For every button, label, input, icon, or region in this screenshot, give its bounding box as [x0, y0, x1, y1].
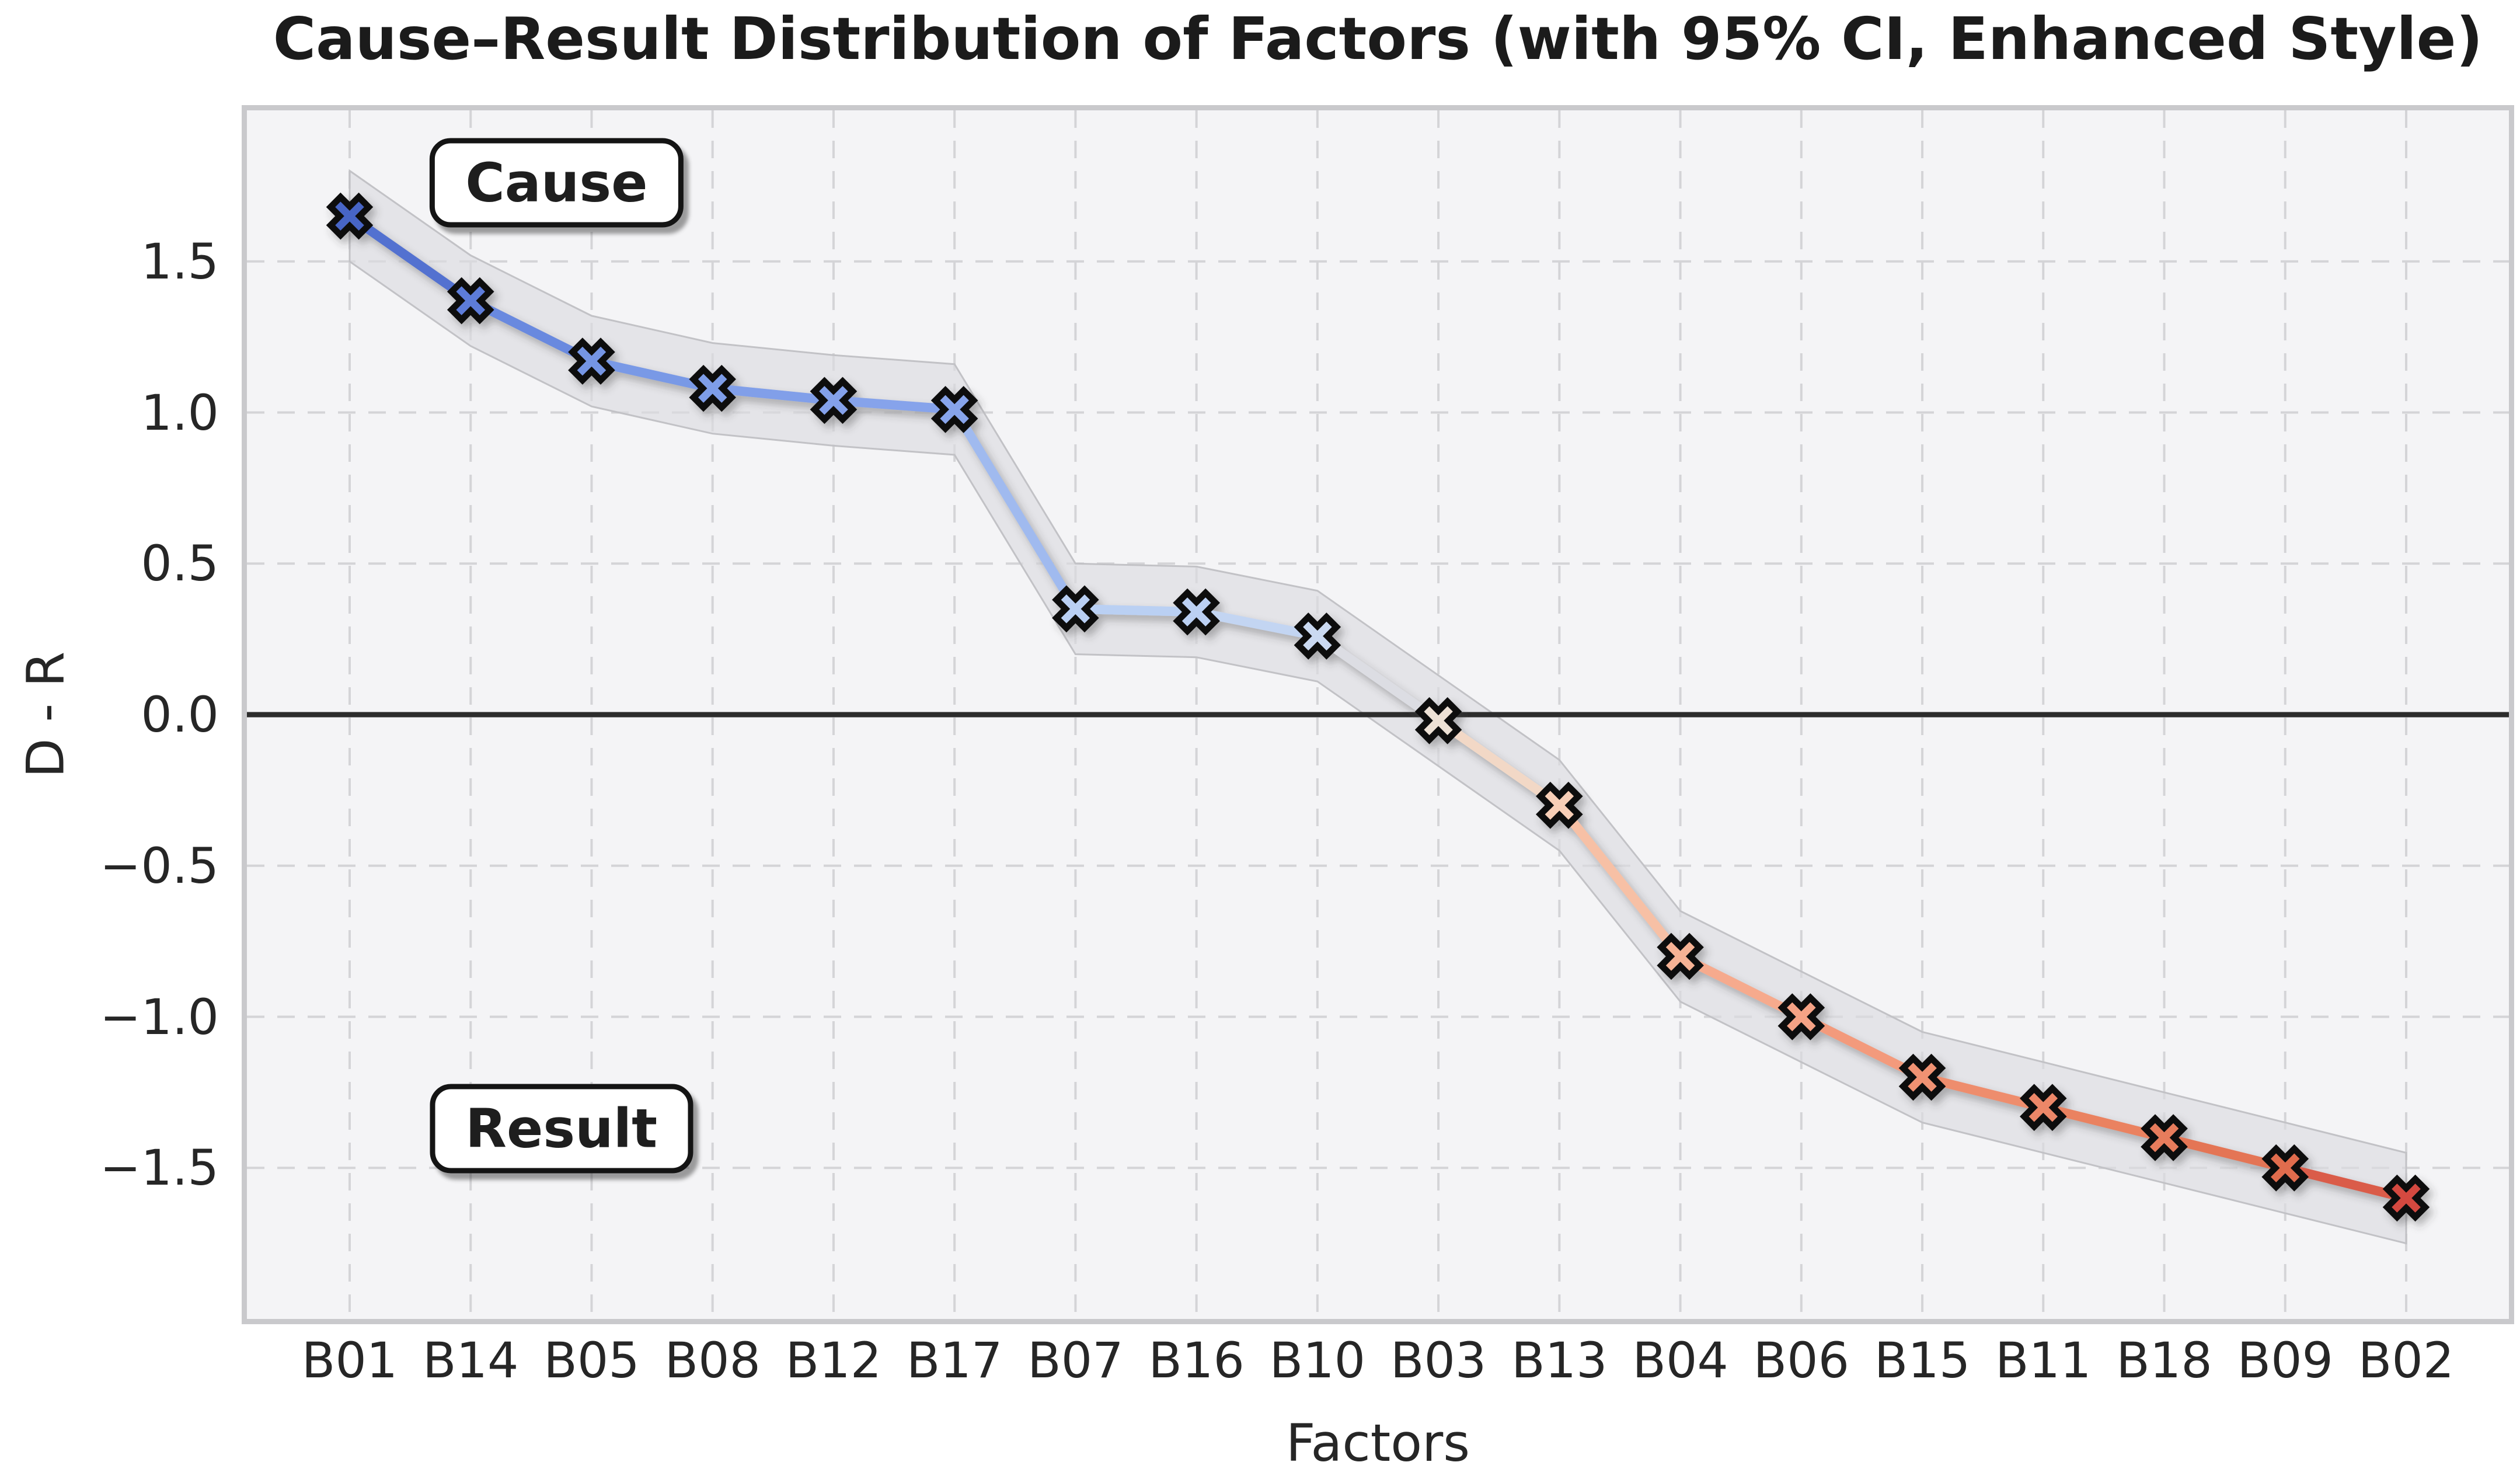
data-point-marker-B14: [447, 277, 494, 325]
y-tick-label-1.0: 1.0: [141, 384, 219, 441]
x-tick-label-B05: B05: [543, 1332, 640, 1389]
result-annotation-box: Result: [430, 1084, 693, 1174]
y-tick-label-−0.5: −0.5: [100, 837, 219, 894]
line-segment-B03-B13: [1434, 716, 1564, 810]
y-tick-label-0.5: 0.5: [141, 535, 219, 593]
x-tick-label-B11: B11: [1995, 1332, 2092, 1389]
line-segment-B13-B04: [1554, 800, 1685, 961]
chart-title: Cause–Result Distribution of Factors (wi…: [273, 5, 2483, 73]
line-segment-B12-B17: [828, 395, 960, 415]
line-segment-B10-B03: [1312, 631, 1444, 726]
x-tick-label-B01: B01: [301, 1332, 398, 1389]
x-tick-label-B04: B04: [1632, 1332, 1728, 1389]
x-tick-label-B13: B13: [1511, 1332, 1608, 1389]
line-segment-B01-B14: [345, 211, 476, 306]
line-segment-B07-B16: [1071, 604, 1201, 617]
data-point-marker-B04: [1657, 932, 1704, 980]
x-axis-label: Factors: [1285, 1413, 1470, 1473]
x-tick-label-B07: B07: [1027, 1332, 1124, 1389]
data-point-marker-B13: [1536, 781, 1583, 829]
confidence-band: [348, 169, 2407, 1245]
line-segment-B18-B09: [2159, 1133, 2290, 1173]
data-point-marker-B07: [1052, 585, 1099, 633]
x-tick-label-B08: B08: [664, 1332, 761, 1389]
data-point-marker-B18: [2141, 1114, 2188, 1161]
line-segment-B08-B12: [707, 384, 838, 405]
y-tick-label-−1.0: −1.0: [100, 988, 219, 1046]
x-tick-label-B17: B17: [906, 1332, 1003, 1389]
x-tick-label-B09: B09: [2237, 1332, 2333, 1389]
y-tick-label-−1.5: −1.5: [100, 1139, 219, 1197]
line-segment-B17-B07: [950, 405, 1081, 614]
ci-band-polygon: [348, 169, 2407, 1245]
data-point-marker-B15: [1898, 1053, 1946, 1101]
data-point-marker-B17: [930, 386, 978, 433]
x-tick-label-B14: B14: [422, 1332, 519, 1389]
data-point-marker-B09: [2261, 1144, 2309, 1192]
y-tick-label-1.5: 1.5: [141, 232, 219, 290]
data-series: [326, 192, 2430, 1222]
data-point-marker-B06: [1777, 993, 1825, 1040]
x-tick-label-B18: B18: [2116, 1332, 2212, 1389]
data-point-marker-B08: [689, 364, 736, 412]
x-tick-label-B02: B02: [2358, 1332, 2455, 1389]
line-segment-B09-B02: [2280, 1163, 2411, 1203]
line-segment-B11-B18: [2038, 1102, 2169, 1143]
line-segment-B15-B11: [1918, 1073, 2048, 1112]
x-tick-label-B03: B03: [1390, 1332, 1487, 1389]
data-point-marker-B05: [568, 337, 615, 385]
plot-canvas: [247, 110, 2509, 1319]
line-segment-B05-B08: [587, 356, 717, 394]
x-tick-label-B10: B10: [1269, 1332, 1366, 1389]
data-point-marker-B12: [810, 377, 858, 424]
y-tick-label-0.0: 0.0: [141, 686, 219, 743]
x-tick-label-B12: B12: [785, 1332, 882, 1389]
cause-annotation-box: Cause: [430, 138, 684, 228]
data-point-marker-B02: [2382, 1174, 2430, 1222]
data-point-marker-B16: [1173, 588, 1220, 636]
data-point-marker-B10: [1294, 612, 1341, 660]
x-tick-label-B15: B15: [1874, 1332, 1971, 1389]
y-axis-label: D - R: [15, 651, 76, 778]
data-point-marker-B11: [2020, 1084, 2067, 1132]
data-point-marker-B01: [326, 192, 374, 240]
x-tick-label-B06: B06: [1753, 1332, 1850, 1389]
data-point-marker-B03: [1414, 697, 1462, 744]
line-segment-B16-B10: [1191, 607, 1322, 641]
x-tick-label-B16: B16: [1148, 1332, 1245, 1389]
